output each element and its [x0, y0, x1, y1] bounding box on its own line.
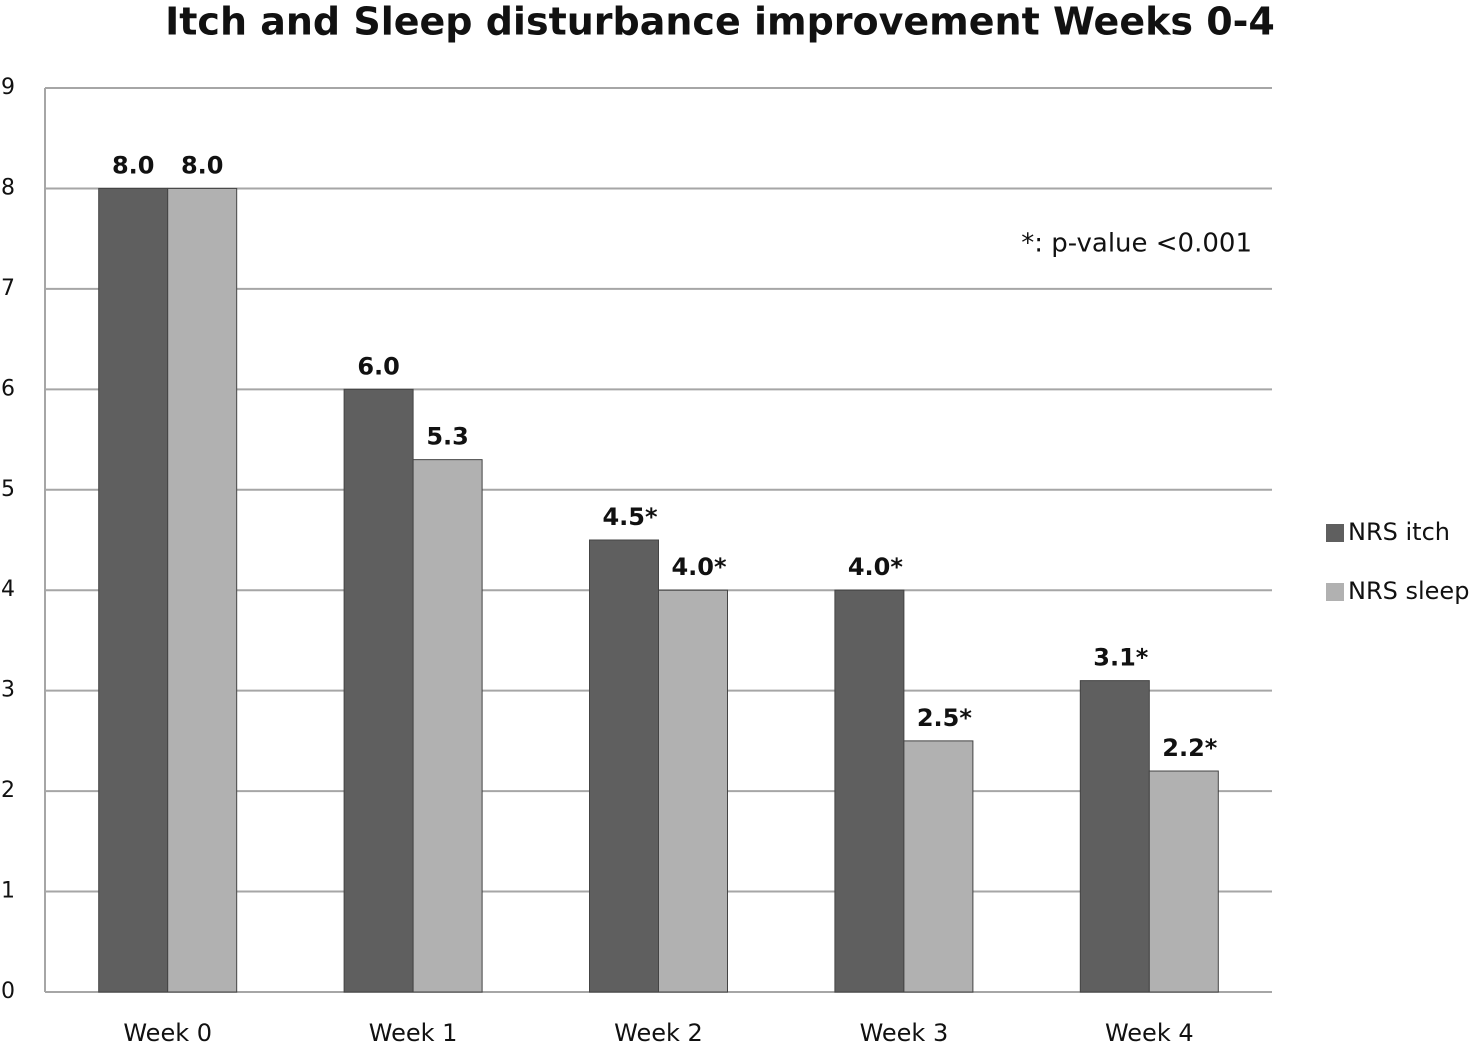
bar [1148, 770, 1219, 993]
annotation: *: p-value <0.001 [1021, 229, 1252, 259]
bar [412, 459, 483, 993]
value-label: 2.5* [917, 704, 973, 732]
value-label: 6.0 [357, 352, 400, 380]
value-label: 4.0* [671, 553, 727, 581]
bar [658, 589, 728, 993]
y-tick-label: 9 [1, 75, 15, 100]
x-tick-label: Week 0 [123, 1019, 212, 1046]
chart-title: Itch and Sleep disturbance improvement W… [165, 0, 1275, 44]
bar [167, 187, 238, 993]
legend-label: NRS sleep [1348, 577, 1469, 605]
y-tick-label: 7 [1, 276, 15, 301]
value-label: 8.0 [181, 151, 224, 179]
value-label: 8.0 [112, 151, 155, 179]
bar [903, 740, 974, 993]
y-tick-label: 2 [1, 778, 15, 803]
bar [589, 539, 659, 993]
y-tick-label: 1 [1, 879, 15, 904]
x-tick-label: Week 4 [1105, 1019, 1194, 1046]
bar [343, 388, 414, 993]
bar [834, 589, 905, 993]
value-label: 4.5* [602, 503, 658, 531]
legend-swatch [1326, 583, 1344, 601]
y-tick-label: 5 [1, 477, 15, 502]
y-tick-label: 3 [1, 678, 15, 703]
y-tick-label: 0 [1, 979, 15, 1004]
value-label: 5.3 [426, 423, 469, 451]
bar [98, 187, 169, 993]
x-tick-label: Week 2 [614, 1019, 703, 1046]
y-tick-label: 6 [1, 376, 15, 401]
x-tick-label: Week 3 [860, 1019, 949, 1046]
value-label: 2.2* [1162, 734, 1218, 762]
y-tick-label: 4 [1, 577, 15, 602]
x-tick-label: Week 1 [369, 1019, 458, 1046]
legend-swatch [1326, 524, 1344, 542]
bar [1079, 680, 1150, 993]
value-label: 4.0* [848, 553, 904, 581]
legend-label: NRS itch [1348, 518, 1450, 546]
y-tick-label: 8 [1, 175, 15, 200]
value-label: 3.1* [1093, 644, 1149, 672]
